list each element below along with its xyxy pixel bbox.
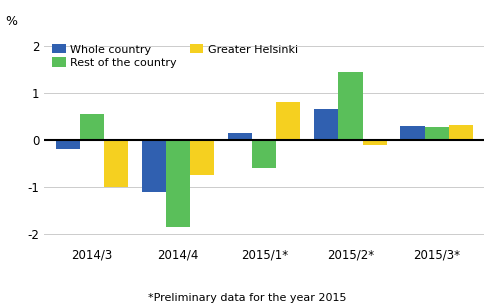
Bar [363, 140, 387, 144]
Bar [425, 127, 449, 140]
Bar [314, 109, 338, 140]
Legend: Whole country, Rest of the country, Greater Helsinki: Whole country, Rest of the country, Grea… [50, 42, 300, 70]
Text: %: % [5, 15, 17, 28]
Bar [228, 133, 252, 140]
Bar [104, 140, 128, 187]
Bar [190, 140, 214, 175]
Bar [80, 114, 104, 140]
Bar [449, 125, 473, 140]
Bar [56, 140, 80, 149]
Bar [401, 126, 425, 140]
Bar [338, 72, 363, 140]
Text: *Preliminary data for the year 2015: *Preliminary data for the year 2015 [148, 293, 346, 303]
Bar [142, 140, 166, 192]
Bar [252, 140, 276, 168]
Bar [276, 102, 300, 140]
Bar [166, 140, 190, 227]
